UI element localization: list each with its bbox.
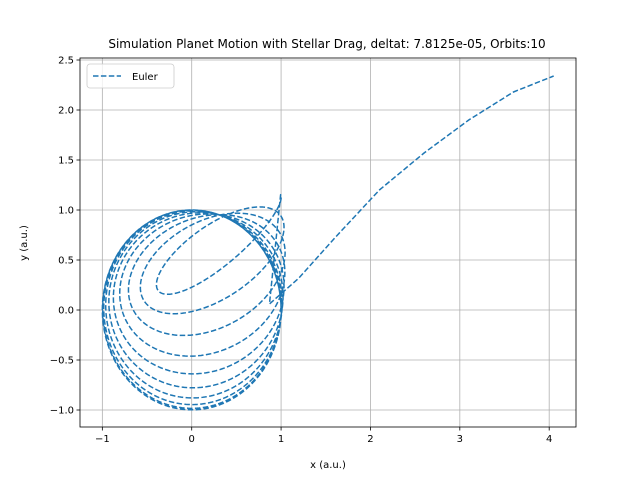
legend: Euler [86, 63, 175, 89]
x-tick-label: −1 [95, 434, 110, 445]
y-tick-label: 2.0 [58, 106, 74, 117]
y-axis-label: y (a.u.) [19, 225, 30, 261]
x-tick-label: 2 [367, 434, 373, 445]
legend-label-euler: Euler [132, 72, 159, 83]
legend-box [86, 63, 175, 89]
series-line-euler [101, 75, 554, 411]
x-axis-label: x (a.u.) [310, 460, 346, 471]
y-tick-label: −1.0 [50, 406, 74, 417]
y-tick-label: 0.0 [58, 306, 74, 317]
y-tick-label: 2.5 [58, 56, 74, 67]
y-tick-label: 1.5 [58, 156, 74, 167]
y-tick-label: 0.5 [58, 256, 74, 267]
y-tick-label: 1.0 [58, 206, 74, 217]
axes-frame [79, 57, 577, 428]
series-layer [101, 75, 554, 411]
y-tick-label: −0.5 [50, 356, 74, 367]
x-tick-label: 4 [546, 434, 552, 445]
chart-title: Simulation Planet Motion with Stellar Dr… [108, 37, 545, 51]
x-tick-label: 3 [457, 434, 463, 445]
x-tick-label: 1 [278, 434, 284, 445]
x-tick-label: 0 [189, 434, 195, 445]
ticks: −1 0 1 2 3 4 −1.0 −0.5 0.0 0.5 1.0 1.5 2.0 2.5 [50, 56, 553, 446]
